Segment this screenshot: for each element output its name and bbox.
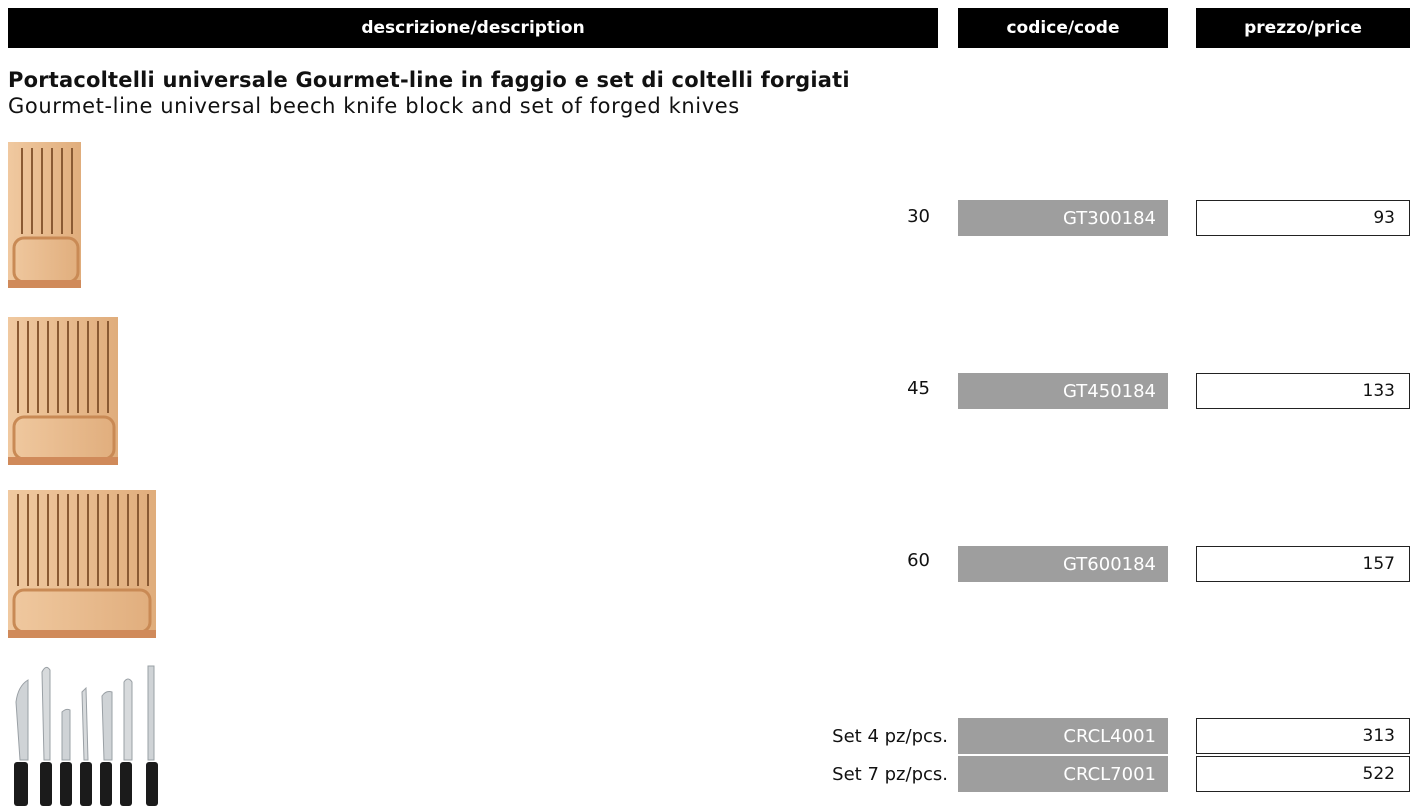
header-description: descrizione/description <box>8 8 938 48</box>
row-size-label: Set 7 pz/pcs. <box>832 764 948 785</box>
product-title-english: Gourmet-line universal beech knife block… <box>8 94 740 118</box>
product-code: GT450184 <box>958 373 1168 409</box>
knife-block-30-image <box>8 142 81 288</box>
header-price: prezzo/price <box>1196 8 1410 48</box>
row-size-label: Set 4 pz/pcs. <box>832 726 948 747</box>
forged-knives-set-image <box>8 662 158 808</box>
product-price: 93 <box>1196 200 1410 236</box>
header-code: codice/code <box>958 8 1168 48</box>
row-size-label: 60 <box>907 550 930 571</box>
product-code: GT300184 <box>958 200 1168 236</box>
row-size-label: 45 <box>907 378 930 399</box>
product-code: GT600184 <box>958 546 1168 582</box>
row-size-label: 30 <box>907 206 930 227</box>
product-code: CRCL7001 <box>958 756 1168 792</box>
knife-block-45-image <box>8 317 118 465</box>
product-price: 133 <box>1196 373 1410 409</box>
product-price: 313 <box>1196 718 1410 754</box>
product-title-italian: Portacoltelli universale Gourmet-line in… <box>8 68 850 92</box>
product-price: 522 <box>1196 756 1410 792</box>
product-code: CRCL4001 <box>958 718 1168 754</box>
product-price: 157 <box>1196 546 1410 582</box>
knife-block-60-image <box>8 490 156 638</box>
